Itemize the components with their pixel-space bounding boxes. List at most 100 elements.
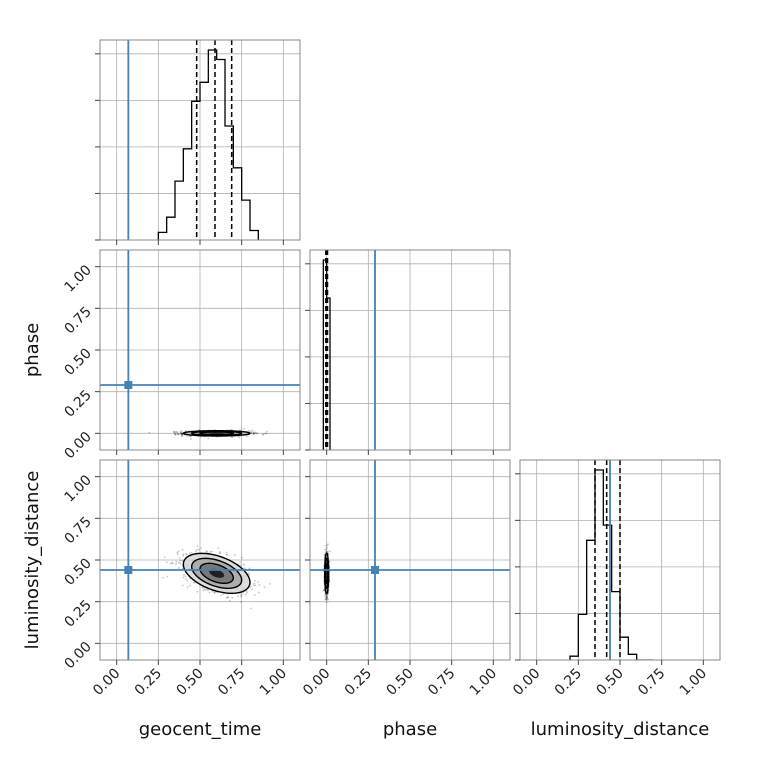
sample-point: [148, 431, 151, 434]
sample-point: [225, 597, 228, 599]
sample-point: [225, 551, 228, 554]
sample-point: [245, 435, 248, 438]
sample-point: [240, 556, 243, 559]
sample-point: [254, 579, 256, 582]
sample-point: [324, 597, 327, 599]
sample-point: [181, 548, 184, 551]
sample-point: [258, 591, 260, 594]
x-tick-label: 0.75: [635, 666, 668, 699]
sample-point: [231, 596, 234, 599]
sample-point: [255, 432, 258, 435]
sample-point: [179, 430, 182, 433]
y-tick-label: 0.50: [61, 346, 94, 379]
sample-point: [171, 561, 174, 564]
sample-point: [325, 597, 327, 600]
sample-point: [196, 548, 198, 551]
sample-point: [254, 431, 257, 434]
sample-point: [188, 552, 191, 555]
sample-point: [249, 586, 252, 588]
sample-point: [181, 560, 184, 562]
sample-point: [322, 589, 325, 592]
sample-point: [185, 553, 188, 556]
sample-point: [174, 431, 177, 433]
sample-point: [257, 581, 260, 584]
sample-point: [174, 433, 177, 436]
sample-point: [182, 553, 185, 556]
sample-point: [326, 597, 328, 600]
sample-point: [181, 567, 184, 570]
sample-point: [202, 589, 205, 592]
sample-point: [265, 430, 268, 433]
sample-point: [243, 567, 246, 570]
sample-point: [237, 595, 239, 597]
x-tick-label: 0.75: [215, 666, 248, 699]
panel-hist-phase: [310, 250, 510, 450]
sample-point: [250, 431, 253, 434]
sample-point: [189, 438, 192, 440]
sample-point: [251, 588, 254, 591]
y-tick-label: 0.75: [61, 304, 94, 337]
sample-point: [253, 582, 256, 585]
sample-point: [175, 430, 178, 433]
sample-point: [248, 567, 251, 570]
sample-point: [202, 587, 205, 589]
sample-point: [180, 430, 183, 433]
sample-point: [207, 589, 210, 592]
sample-point: [174, 433, 177, 436]
sample-point: [186, 586, 189, 589]
sample-point: [183, 574, 185, 576]
sample-point: [249, 430, 252, 433]
sample-point: [172, 430, 175, 433]
sample-point: [177, 567, 180, 569]
x-tick-label: 0.00: [300, 666, 333, 699]
panel-hist-geocent-time: [100, 40, 300, 240]
x-axis-label-geocent-time: geocent_time: [139, 719, 262, 740]
sample-point: [253, 594, 256, 596]
sample-point: [323, 589, 325, 592]
x-tick-label: 1.00: [257, 666, 290, 699]
sample-point: [186, 435, 189, 438]
sample-point: [325, 595, 328, 598]
density-contour: [326, 568, 328, 578]
sample-point: [179, 562, 182, 565]
sample-point: [324, 551, 327, 554]
y-axis-label-phase: phase: [22, 323, 43, 377]
sample-point: [173, 433, 176, 436]
sample-point: [213, 592, 216, 594]
sample-point: [186, 579, 189, 582]
sample-point: [205, 551, 208, 553]
tick-marks-and-labels: 0.00 0.25 0.50 0.75 1.00 0.00 0.25 0.50 0.75 1.00…: [61, 53, 710, 699]
sample-point: [177, 550, 180, 553]
sample-point: [222, 593, 225, 596]
sample-point: [176, 433, 179, 436]
sample-point: [178, 432, 180, 435]
sample-point: [220, 594, 223, 597]
x-axis-label-phase: phase: [383, 719, 437, 740]
sample-point: [248, 429, 250, 432]
sample-point: [254, 432, 257, 435]
panel-phase-vs-geocent-time: [100, 250, 300, 450]
panel-distance-vs-geocent-time: [100, 460, 300, 660]
sample-point: [231, 436, 233, 439]
y-tick-label: 1.00: [61, 262, 94, 295]
sample-point: [325, 595, 328, 598]
sample-point: [163, 556, 166, 559]
sample-point: [203, 588, 206, 591]
x-tick-label: 0.50: [383, 666, 416, 699]
sample-point: [244, 593, 247, 596]
sample-point: [324, 594, 327, 597]
sample-point: [328, 560, 331, 563]
sample-point: [193, 581, 196, 584]
sample-point: [329, 550, 332, 553]
sample-point: [166, 575, 169, 578]
sample-point: [269, 583, 271, 585]
sample-point: [205, 550, 208, 553]
sample-point: [182, 576, 185, 579]
sample-point: [165, 561, 168, 563]
sample-point: [239, 561, 242, 563]
sample-point: [178, 561, 180, 564]
sample-point: [175, 560, 178, 563]
sample-point: [254, 584, 256, 587]
sample-point: [322, 567, 325, 570]
sample-point: [324, 544, 327, 547]
